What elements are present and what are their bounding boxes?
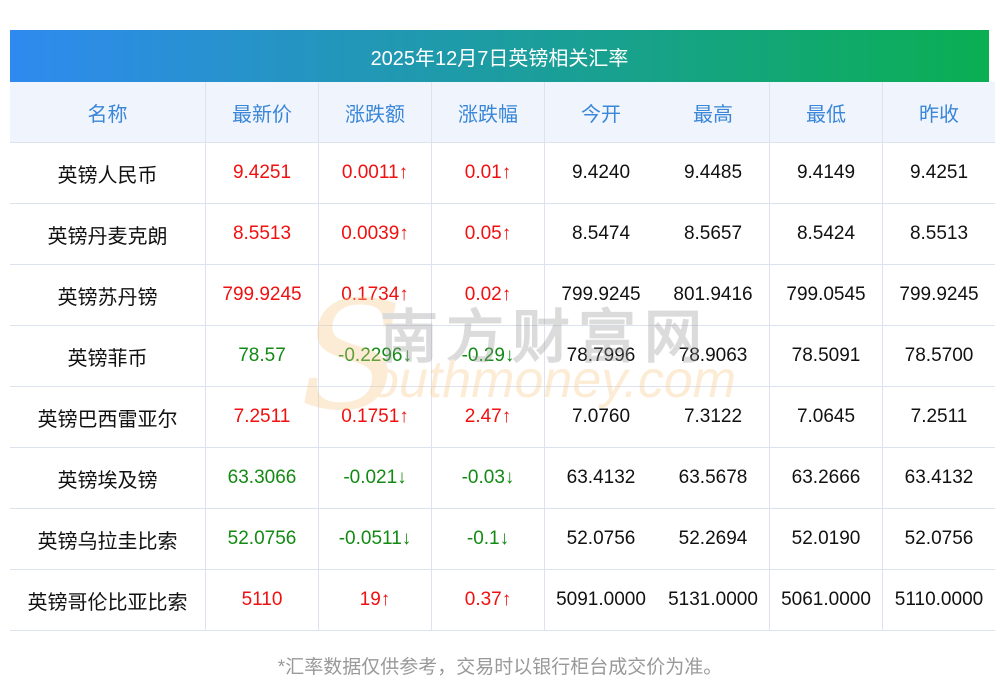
cell-open: 9.4240: [544, 142, 657, 204]
cell-change: 0.1751↑: [318, 386, 432, 448]
cell-low: 78.5091: [769, 325, 883, 387]
cell-high: 63.5678: [657, 447, 770, 509]
exchange-rate-table: 名称 最新价 涨跌额 涨跌幅 今开 最高 最低 昨收 英镑人民币 9.4251 0.0011↑ 0.…: [10, 82, 995, 631]
cell-change: -0.0511↓: [318, 508, 432, 570]
cell-prev: 63.4132: [882, 447, 995, 509]
table-row: 英镑苏丹镑 799.9245 0.1734↑ 0.02↑ 799.9245 801.941…: [10, 264, 995, 326]
table-row: 英镑乌拉圭比索 52.0756 -0.0511↓ -0.1↓ 52.0756 52.269…: [10, 508, 995, 570]
cell-low: 7.0645: [769, 386, 883, 448]
cell-pct: -0.03↓: [431, 447, 545, 509]
cell-open: 799.9245: [544, 264, 657, 326]
cell-name: 英镑乌拉圭比索: [10, 508, 206, 570]
cell-latest: 9.4251: [205, 142, 319, 204]
cell-name: 英镑巴西雷亚尔: [10, 386, 206, 448]
cell-high: 78.9063: [657, 325, 770, 387]
cell-pct: -0.29↓: [431, 325, 545, 387]
cell-latest: 52.0756: [205, 508, 319, 570]
cell-change: 0.0011↑: [318, 142, 432, 204]
column-header: 昨收: [882, 82, 995, 143]
cell-high: 52.2694: [657, 508, 770, 570]
cell-open: 8.5474: [544, 203, 657, 265]
table-row: 英镑人民币 9.4251 0.0011↑ 0.01↑ 9.4240 9.4485 9.414…: [10, 142, 995, 204]
cell-prev: 78.5700: [882, 325, 995, 387]
cell-high: 7.3122: [657, 386, 770, 448]
cell-open: 78.7996: [544, 325, 657, 387]
table-row: 英镑哥伦比亚比索 5110 19↑ 0.37↑ 5091.0000 5131.0000 50…: [10, 569, 995, 631]
cell-low: 5061.0000: [769, 569, 883, 631]
cell-pct: 0.01↑: [431, 142, 545, 204]
table-row: 英镑丹麦克朗 8.5513 0.0039↑ 0.05↑ 8.5474 8.5657 8.54…: [10, 203, 995, 265]
cell-name: 英镑菲币: [10, 325, 206, 387]
cell-open: 5091.0000: [544, 569, 657, 631]
column-header: 最新价: [205, 82, 319, 143]
cell-latest: 63.3066: [205, 447, 319, 509]
cell-change: 0.0039↑: [318, 203, 432, 265]
cell-latest: 799.9245: [205, 264, 319, 326]
cell-latest: 8.5513: [205, 203, 319, 265]
cell-pct: 0.02↑: [431, 264, 545, 326]
cell-high: 801.9416: [657, 264, 770, 326]
cell-high: 8.5657: [657, 203, 770, 265]
cell-name: 英镑人民币: [10, 142, 206, 204]
cell-pct: -0.1↓: [431, 508, 545, 570]
column-header: 涨跌额: [318, 82, 432, 143]
cell-low: 52.0190: [769, 508, 883, 570]
cell-open: 7.0760: [544, 386, 657, 448]
cell-latest: 5110: [205, 569, 319, 631]
cell-prev: 799.9245: [882, 264, 995, 326]
cell-change: -0.021↓: [318, 447, 432, 509]
column-header: 今开: [544, 82, 657, 143]
cell-pct: 2.47↑: [431, 386, 545, 448]
cell-change: 19↑: [318, 569, 432, 631]
cell-high: 9.4485: [657, 142, 770, 204]
cell-change: 0.1734↑: [318, 264, 432, 326]
cell-low: 8.5424: [769, 203, 883, 265]
table-header-row: 名称 最新价 涨跌额 涨跌幅 今开 最高 最低 昨收: [10, 82, 995, 143]
cell-latest: 78.57: [205, 325, 319, 387]
cell-pct: 0.05↑: [431, 203, 545, 265]
cell-low: 799.0545: [769, 264, 883, 326]
cell-name: 英镑哥伦比亚比索: [10, 569, 206, 631]
table-title: 2025年12月7日英镑相关汇率: [10, 30, 989, 82]
cell-name: 英镑埃及镑: [10, 447, 206, 509]
cell-prev: 9.4251: [882, 142, 995, 204]
cell-prev: 8.5513: [882, 203, 995, 265]
column-header: 最低: [769, 82, 883, 143]
cell-pct: 0.37↑: [431, 569, 545, 631]
column-header: 名称: [10, 82, 206, 143]
cell-latest: 7.2511: [205, 386, 319, 448]
table-row: 英镑菲币 78.57 -0.2296↓ -0.29↓ 78.7996 78.9063 78.…: [10, 325, 995, 387]
cell-name: 英镑丹麦克朗: [10, 203, 206, 265]
cell-open: 52.0756: [544, 508, 657, 570]
cell-prev: 7.2511: [882, 386, 995, 448]
cell-name: 英镑苏丹镑: [10, 264, 206, 326]
table-row: 英镑埃及镑 63.3066 -0.021↓ -0.03↓ 63.4132 63.5678 6…: [10, 447, 995, 509]
cell-prev: 52.0756: [882, 508, 995, 570]
column-header: 涨跌幅: [431, 82, 545, 143]
disclaimer: *汇率数据仅供参考，交易时以银行柜台成交价为准。: [277, 657, 723, 678]
cell-open: 63.4132: [544, 447, 657, 509]
cell-change: -0.2296↓: [318, 325, 432, 387]
column-header: 最高: [657, 82, 770, 143]
table-row: 英镑巴西雷亚尔 7.2511 0.1751↑ 2.47↑ 7.0760 7.3122 7.0…: [10, 386, 995, 448]
cell-low: 9.4149: [769, 142, 883, 204]
cell-high: 5131.0000: [657, 569, 770, 631]
cell-prev: 5110.0000: [882, 569, 995, 631]
cell-low: 63.2666: [769, 447, 883, 509]
